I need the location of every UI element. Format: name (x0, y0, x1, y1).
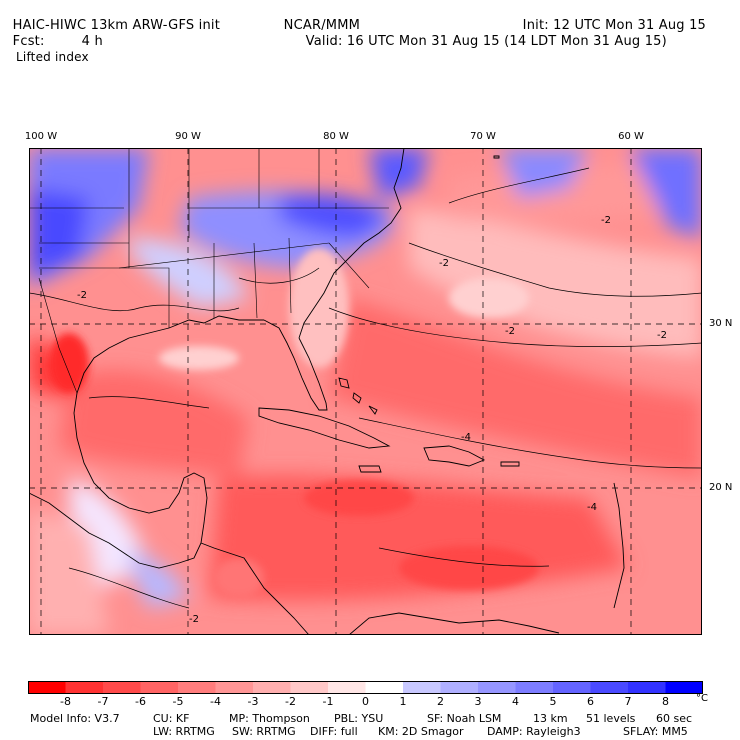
colorbar-tick-label: -3 (247, 695, 259, 708)
colorbar-cell (103, 681, 141, 694)
lon-label-90w: 90 W (175, 131, 201, 142)
colorbar-cell (215, 681, 254, 694)
model-info-km: KM: 2D Smagor (378, 725, 464, 738)
colorbar-tick-label: -8 (60, 695, 71, 708)
model-info-damp: DAMP: Rayleigh3 (487, 725, 581, 738)
colorbar-tick-label: 2 (437, 695, 444, 708)
colorbar-tick-label: 6 (587, 695, 594, 708)
colorbar-cell (440, 681, 479, 694)
org-name: NCAR/MMM (283, 18, 361, 33)
colorbar-cell (178, 681, 216, 694)
colorbar-cell (628, 681, 666, 694)
init-time: Init: 12 UTC Mon 31 Aug 15 (522, 18, 707, 33)
lon-label-100w: 100 W (24, 131, 58, 142)
lat-label-20n: 20 N (709, 482, 733, 493)
colorbar-cell (515, 681, 554, 694)
colorbar-cell (365, 681, 404, 694)
model-info-mp: MP: Thompson (229, 712, 310, 725)
contour-label: -2 (601, 215, 611, 226)
colorbar-cell (665, 681, 703, 694)
forecast-label: Fcst: (12, 34, 45, 49)
coastlines (29, 148, 625, 635)
colorbar-tick-label: 3 (474, 695, 482, 708)
contours (29, 167, 702, 609)
field-name: Lifted index (16, 50, 89, 64)
model-info-levels: 51 levels (586, 712, 636, 725)
model-info-sf: SF: Noah LSM (427, 712, 502, 725)
colorbar-cell (65, 681, 104, 694)
model-info-version: Model Info: V3.7 (30, 712, 120, 725)
colorbar-tick-label: -6 (135, 695, 146, 708)
colorbar-tick-label: 0 (362, 695, 369, 708)
colorbar-tick-label: 8 (662, 695, 669, 708)
contour-label: -2 (77, 290, 87, 301)
valid-time: Valid: 16 UTC Mon 31 Aug 15 (14 LDT Mon … (305, 34, 667, 49)
field-detail (49, 248, 539, 598)
colorbar-cell (28, 681, 66, 694)
contour-label: -2 (657, 330, 667, 341)
model-info-resolution: 13 km (533, 712, 568, 725)
colorbar-cell (290, 681, 329, 694)
colorbar-cell (590, 681, 629, 694)
model-info-pbl: PBL: YSU (334, 712, 384, 725)
lon-label-70w: 70 W (470, 131, 496, 142)
map-frame (29, 148, 702, 635)
colorbar-tick-label: -5 (172, 695, 184, 708)
colorbar-cell (403, 681, 441, 694)
colorbar-cell (140, 681, 179, 694)
model-info-diff: DIFF: full (310, 725, 358, 738)
forecast-hour: 4 h (81, 34, 103, 49)
colorbar-tick-label: -1 (322, 695, 334, 708)
contour-label: -4 (461, 432, 471, 443)
latlon-grid (29, 148, 702, 635)
model-info-sw: SW: RRTMG (232, 725, 296, 738)
contour-label: -2 (505, 326, 515, 337)
model-title: HAIC-HIWC 13km ARW-GFS init (12, 18, 221, 33)
lifted-index-map: -2 -2 -2 -2 -2 -4 -4 -2 (29, 148, 702, 635)
colorbar-tick-label: -4 (210, 695, 221, 708)
model-info-sflay: SFLAY: MM5 (623, 725, 688, 738)
colorbar-cell (328, 681, 366, 694)
colorbar-cell (553, 681, 591, 694)
colorbar-cell (478, 681, 516, 694)
colorbar (28, 681, 703, 694)
model-info-lw: LW: RRTMG (153, 725, 215, 738)
lat-label-30n: 30 N (709, 318, 733, 329)
colorbar-tick-label: 4 (512, 695, 519, 708)
model-info-timestep: 60 sec (656, 712, 693, 725)
colorbar-tick-label: 1 (399, 695, 407, 708)
colorbar-unit: °C (696, 693, 708, 704)
state-borders (29, 148, 389, 394)
contour-label: -4 (587, 502, 597, 513)
model-info-cu: CU: KF (153, 712, 190, 725)
contour-label: -2 (439, 258, 449, 269)
colorbar-cell (253, 681, 291, 694)
colorbar-tick-label: 7 (624, 695, 632, 708)
colorbar-tick-label: -2 (285, 695, 296, 708)
lon-label-80w: 80 W (323, 131, 349, 142)
colorbar-tick-label: 5 (549, 695, 557, 708)
contour-label: -2 (189, 614, 199, 625)
colorbar-tick-label: -7 (97, 695, 109, 708)
lon-label-60w: 60 W (618, 131, 644, 142)
